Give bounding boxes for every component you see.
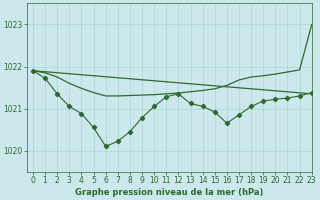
X-axis label: Graphe pression niveau de la mer (hPa): Graphe pression niveau de la mer (hPa)	[75, 188, 263, 197]
